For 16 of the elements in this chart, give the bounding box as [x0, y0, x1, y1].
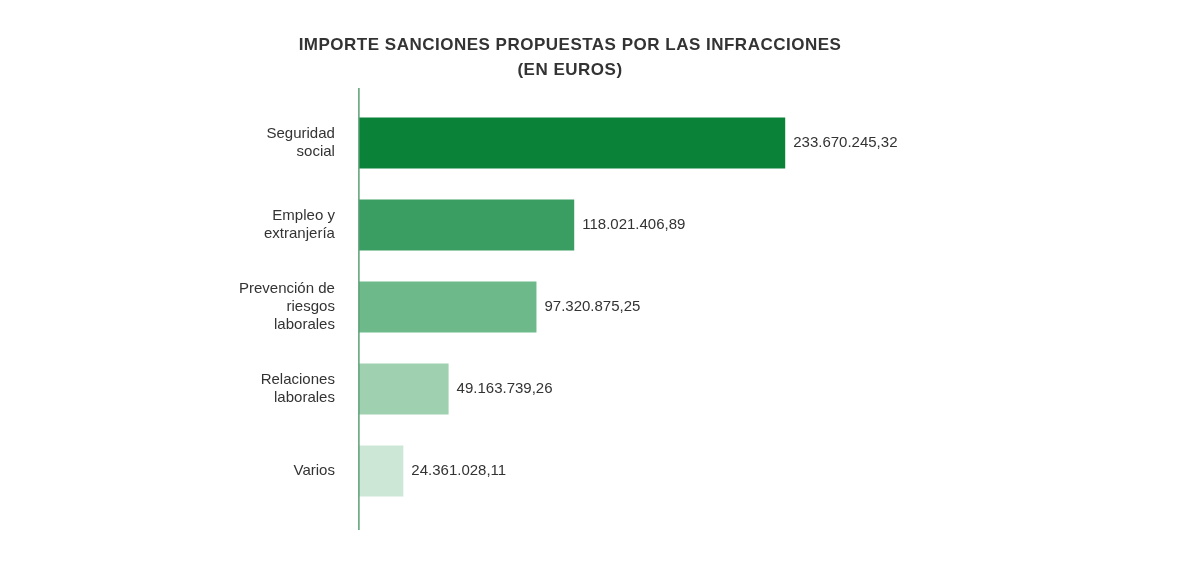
data-label: 233.670.245,32: [793, 133, 898, 151]
bar: [358, 199, 575, 251]
bar: [358, 445, 404, 497]
chart-title: IMPORTE SANCIONES PROPUESTAS POR LAS INFRACCIONES (EN EUROS): [297, 34, 843, 81]
y-tick-label: Relaciones laborales: [260, 370, 335, 406]
bar: [358, 281, 537, 333]
bar: [358, 363, 449, 415]
bar: [358, 117, 786, 169]
data-label: 118.021.406,89: [582, 215, 686, 233]
y-tick-label: Empleo y extranjería: [264, 206, 336, 242]
y-tick-label: Seguridad social: [266, 124, 335, 160]
y-tick-label: Prevención de riesgos laborales: [238, 279, 335, 333]
data-label: 49.163.739,26: [456, 379, 553, 397]
y-tick-label: Varios: [293, 461, 335, 479]
data-label: 24.361.028,11: [411, 461, 507, 479]
data-label: 97.320.875,25: [544, 297, 641, 315]
